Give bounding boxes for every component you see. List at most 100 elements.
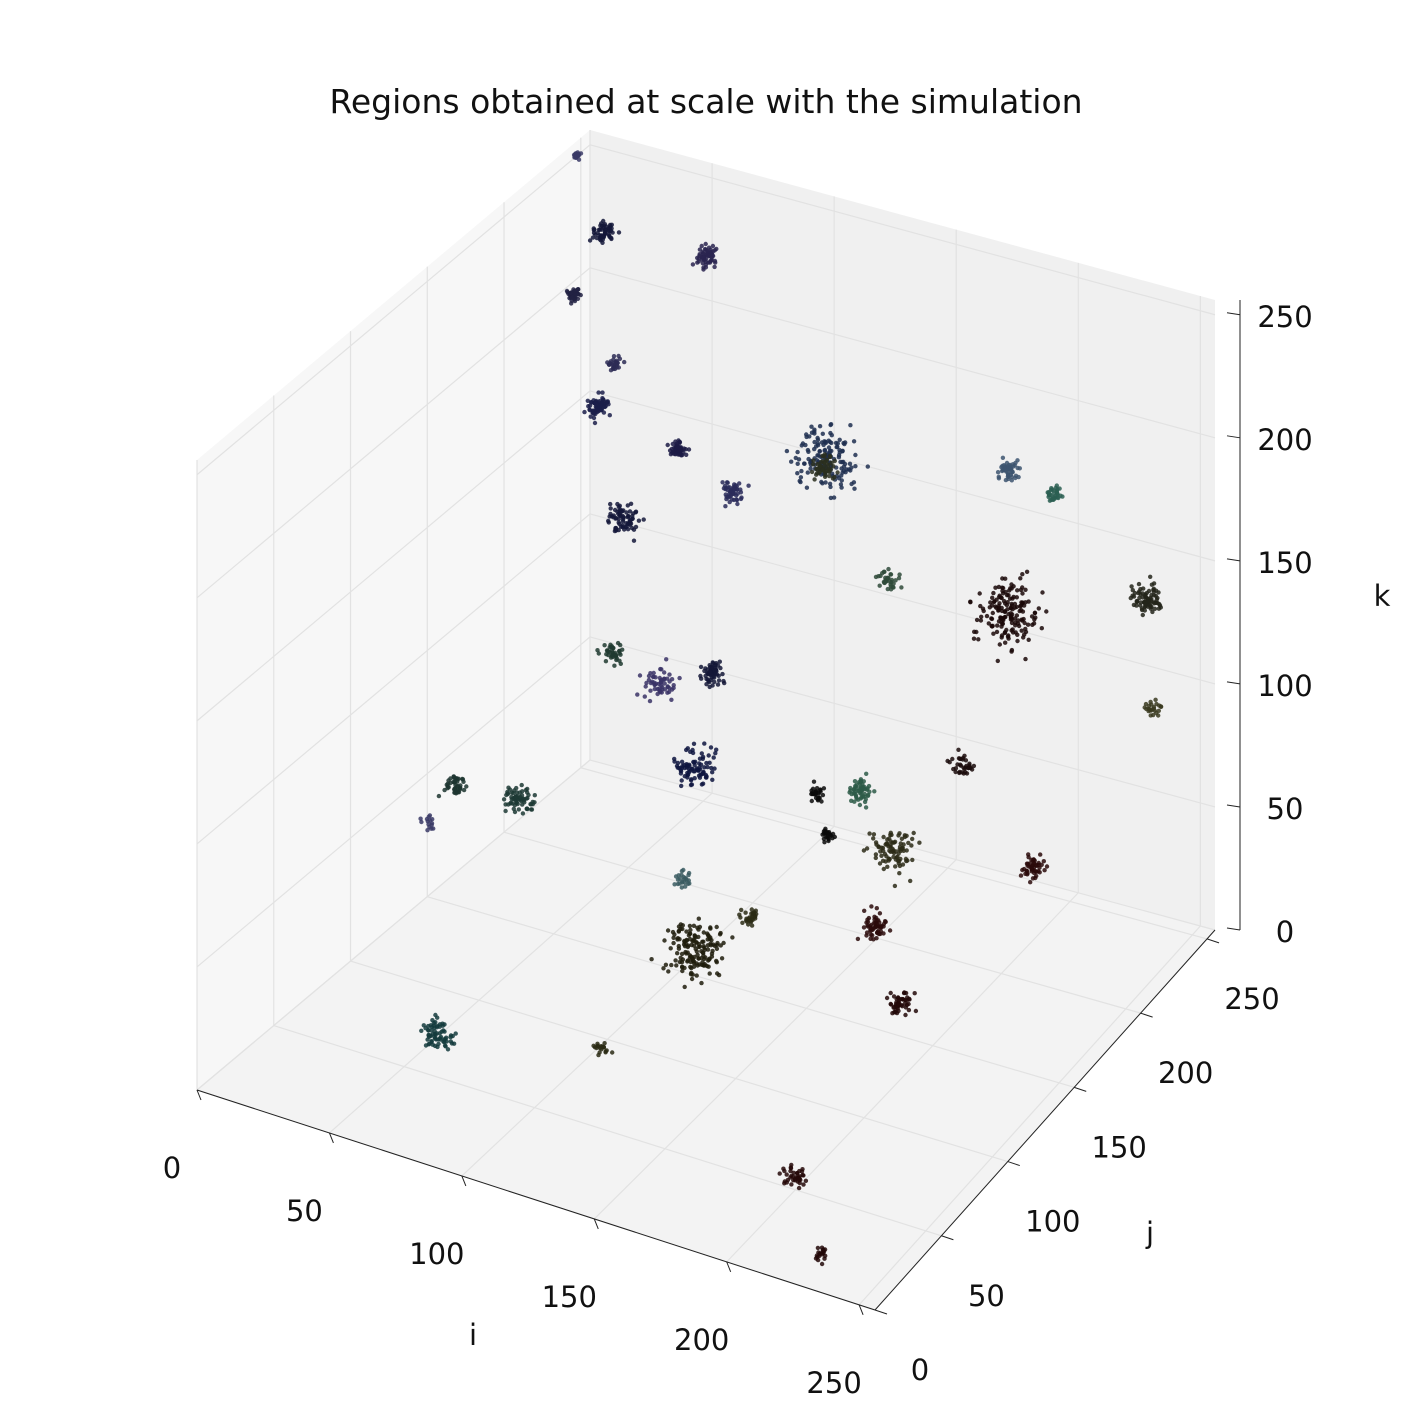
scatter-point bbox=[947, 760, 952, 765]
scatter-point bbox=[1003, 640, 1008, 645]
scatter-point bbox=[624, 524, 629, 530]
scatter-point bbox=[710, 253, 715, 258]
i-tick-label: 200 bbox=[674, 1323, 729, 1357]
scatter-point bbox=[596, 390, 601, 395]
scatter-point bbox=[618, 661, 623, 666]
scatter-point bbox=[620, 519, 626, 524]
scatter-point bbox=[701, 953, 706, 958]
scatter-point bbox=[523, 787, 529, 793]
scatter-point bbox=[1046, 494, 1051, 500]
scatter-point bbox=[441, 1039, 446, 1044]
scatter-point bbox=[698, 673, 703, 679]
scatter-point bbox=[603, 659, 609, 664]
scatter-point bbox=[425, 819, 430, 824]
scatter-point bbox=[419, 1028, 424, 1034]
scatter-point bbox=[691, 964, 697, 969]
scatter-point bbox=[994, 597, 999, 602]
scatter-point bbox=[608, 501, 613, 507]
scatter-point bbox=[962, 766, 967, 772]
scatter-point bbox=[675, 881, 681, 887]
scatter-point bbox=[685, 775, 690, 780]
scatter-point bbox=[1014, 595, 1019, 600]
scatter-point bbox=[799, 443, 804, 448]
scatter-point bbox=[784, 1172, 789, 1177]
scatter-point bbox=[686, 870, 692, 876]
scatter-point bbox=[1015, 465, 1020, 471]
scatter-point bbox=[519, 782, 524, 788]
scatter-point bbox=[594, 235, 600, 241]
scatter-point bbox=[714, 958, 719, 964]
scatter-point bbox=[694, 961, 699, 966]
scatter-point bbox=[455, 779, 460, 784]
scatter-point bbox=[1012, 601, 1018, 607]
scatter-point bbox=[816, 795, 821, 801]
scatter-point bbox=[684, 747, 689, 753]
scatter-point bbox=[665, 684, 670, 690]
scatter-point bbox=[616, 520, 621, 525]
scatter-point bbox=[822, 460, 827, 465]
scatter-point bbox=[893, 578, 898, 583]
scatter-point bbox=[819, 1245, 825, 1250]
scatter-point bbox=[823, 480, 828, 485]
scatter-point bbox=[817, 424, 823, 429]
scatter-point bbox=[1154, 701, 1159, 707]
scatter-point bbox=[812, 477, 817, 482]
scatter-point bbox=[665, 690, 670, 695]
scatter-point bbox=[722, 680, 727, 686]
scatter-point bbox=[419, 819, 424, 825]
scatter-point bbox=[782, 1168, 787, 1174]
scatter-point bbox=[1020, 572, 1025, 577]
scatter-point bbox=[990, 610, 995, 616]
scatter-point bbox=[435, 1023, 440, 1029]
scatter-point bbox=[827, 473, 832, 479]
scatter-point bbox=[1001, 468, 1006, 473]
region-cluster bbox=[855, 904, 893, 942]
scatter-point bbox=[616, 353, 621, 359]
scatter-point bbox=[679, 765, 685, 771]
scatter-point bbox=[614, 656, 620, 661]
scatter-point bbox=[702, 947, 707, 952]
scatter-point bbox=[709, 954, 715, 959]
scatter-point bbox=[702, 963, 707, 968]
scatter-point bbox=[867, 924, 873, 929]
scatter-point bbox=[888, 1002, 894, 1007]
scatter-point bbox=[1021, 635, 1026, 640]
scatter-point bbox=[599, 227, 604, 232]
scatter-point bbox=[444, 1035, 449, 1040]
scatter-point bbox=[828, 454, 833, 460]
scatter-point bbox=[953, 769, 958, 775]
scatter-point bbox=[897, 572, 902, 577]
scatter-point bbox=[618, 642, 623, 648]
scatter-point bbox=[608, 506, 613, 511]
scatter-point bbox=[1008, 465, 1013, 470]
scatter-point bbox=[977, 591, 982, 596]
scatter-point bbox=[631, 538, 637, 543]
scatter-point bbox=[846, 467, 851, 472]
k-tick-label: 50 bbox=[1267, 792, 1304, 826]
scatter-point bbox=[649, 957, 654, 962]
scatter-point bbox=[591, 415, 597, 421]
scatter-point bbox=[629, 525, 635, 531]
j-tick-label: 50 bbox=[968, 1279, 1005, 1313]
scatter-point bbox=[1148, 574, 1153, 579]
scatter-point bbox=[796, 1177, 802, 1183]
scatter-point bbox=[706, 753, 711, 758]
scatter-point bbox=[633, 509, 639, 514]
scatter-point bbox=[908, 878, 913, 884]
scatter-point bbox=[682, 880, 687, 885]
scatter-point bbox=[837, 447, 842, 453]
scatter-point bbox=[1137, 589, 1142, 594]
scatter-point bbox=[697, 775, 703, 780]
scatter-point bbox=[789, 1162, 794, 1168]
scatter-point bbox=[712, 264, 717, 270]
scatter-point bbox=[1020, 867, 1025, 873]
scatter-point bbox=[1023, 656, 1028, 662]
scatter-point bbox=[694, 973, 699, 978]
scatter-point bbox=[1010, 596, 1015, 601]
scatter-point bbox=[739, 907, 744, 913]
scatter-point bbox=[667, 672, 672, 677]
scatter-point bbox=[906, 1001, 911, 1007]
scatter-point bbox=[1141, 586, 1146, 591]
scatter-point bbox=[795, 461, 800, 466]
scatter-point bbox=[1009, 620, 1015, 626]
